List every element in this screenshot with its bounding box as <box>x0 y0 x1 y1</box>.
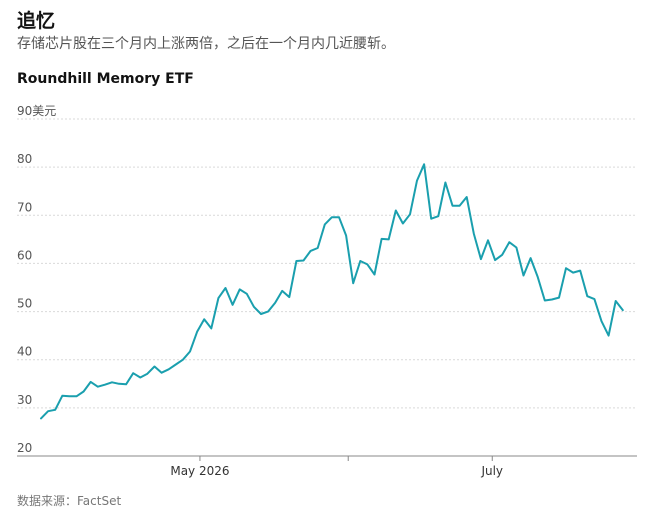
series-line <box>40 163 624 420</box>
y-tick-label: 70 <box>17 200 32 214</box>
series-label: Roundhill Memory ETF <box>17 71 194 87</box>
y-tick-label: 20 <box>17 441 32 455</box>
y-tick-label: 40 <box>17 345 32 359</box>
chart-title: 追忆 <box>17 10 56 32</box>
x-tick-label: July <box>480 464 503 478</box>
x-axis-ticks: May 2026 July <box>170 456 503 478</box>
y-tick-label: 60 <box>17 248 32 262</box>
gridlines <box>17 118 637 409</box>
y-tick-label: 80 <box>17 152 32 166</box>
source-note: 数据来源：FactSet <box>17 494 122 508</box>
chart-subtitle: 存储芯片股在三个月内上涨两倍，之后在一个月内几近腰斩。 <box>17 36 395 52</box>
x-tick-label: May 2026 <box>170 464 229 478</box>
y-tick-label: 50 <box>17 297 32 311</box>
y-axis-labels: 90美元 80 70 60 50 40 30 20 <box>17 104 56 455</box>
y-tick-label: 90美元 <box>17 104 56 118</box>
y-tick-label: 30 <box>17 393 32 407</box>
